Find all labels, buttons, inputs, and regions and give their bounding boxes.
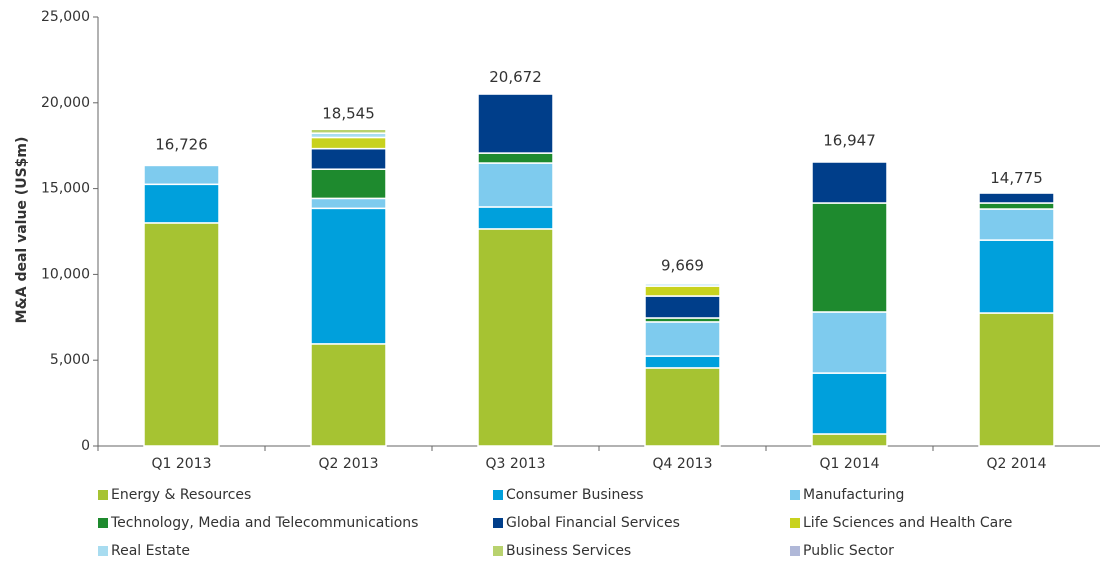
bar-segment bbox=[644, 321, 721, 357]
legend-swatch bbox=[790, 490, 800, 500]
legend-swatch bbox=[493, 546, 503, 556]
y-tick-label: 10,000 bbox=[41, 266, 90, 282]
legend-label: Public Sector bbox=[803, 543, 894, 559]
legend-swatch bbox=[493, 518, 503, 528]
bar-segment bbox=[477, 228, 554, 447]
bar-segment bbox=[978, 239, 1055, 314]
bar-segment bbox=[811, 161, 888, 204]
bar-segment bbox=[644, 285, 721, 297]
legend-label: Real Estate bbox=[111, 543, 190, 559]
bar-segment bbox=[978, 312, 1055, 447]
bar-segment bbox=[310, 207, 387, 345]
bar-segment bbox=[978, 192, 1055, 204]
x-tick-label: Q3 2013 bbox=[485, 456, 545, 472]
bar-segment bbox=[310, 168, 387, 200]
y-axis-label: M&A deal value (US$m) bbox=[14, 137, 30, 324]
bar-segment bbox=[978, 208, 1055, 241]
total-label: 14,775 bbox=[990, 169, 1043, 187]
legend-swatch bbox=[98, 518, 108, 528]
x-tick-label: Q2 2014 bbox=[986, 456, 1046, 472]
bar-segment bbox=[477, 152, 554, 164]
x-tick-label: Q1 2013 bbox=[151, 456, 211, 472]
bar-segment bbox=[143, 164, 220, 186]
y-tick-label: 15,000 bbox=[41, 181, 90, 197]
total-label: 16,726 bbox=[155, 135, 208, 153]
bar-segment bbox=[310, 127, 387, 130]
legend-swatch bbox=[790, 546, 800, 556]
bar-segment bbox=[811, 433, 888, 447]
bar-segment bbox=[644, 355, 721, 369]
legend-label: Life Sciences and Health Care bbox=[803, 515, 1012, 531]
bar-segment bbox=[811, 202, 888, 313]
y-tick-label: 5,000 bbox=[50, 352, 90, 368]
y-tick-label: 0 bbox=[81, 438, 90, 454]
bar-segment bbox=[644, 367, 721, 447]
bar-segment bbox=[143, 183, 220, 224]
bar-segment bbox=[310, 147, 387, 170]
bar-segment bbox=[477, 206, 554, 230]
bar-segment bbox=[477, 93, 554, 154]
total-label: 20,672 bbox=[489, 68, 542, 86]
x-tick-label: Q4 2013 bbox=[652, 456, 712, 472]
bar-segment bbox=[811, 311, 888, 374]
legend-label: Energy & Resources bbox=[111, 487, 251, 503]
y-tick-label: 25,000 bbox=[41, 9, 90, 25]
legend-swatch bbox=[493, 490, 503, 500]
bar-segment bbox=[811, 372, 888, 435]
bar-segment bbox=[978, 202, 1055, 210]
x-tick-label: Q1 2014 bbox=[819, 456, 879, 472]
total-label: 18,545 bbox=[322, 104, 375, 122]
y-tick-label: 20,000 bbox=[41, 95, 90, 111]
bar-segment bbox=[644, 295, 721, 319]
x-tick-label: Q2 2013 bbox=[318, 456, 378, 472]
legend-label: Technology, Media and Telecommunications bbox=[110, 515, 418, 531]
legend-label: Manufacturing bbox=[803, 487, 904, 503]
bar-segment bbox=[644, 283, 721, 287]
bar-segment bbox=[310, 136, 387, 150]
bar-segment bbox=[310, 197, 387, 210]
legend-label: Global Financial Services bbox=[506, 515, 680, 531]
legend-label: Business Services bbox=[506, 543, 631, 559]
total-label: 16,947 bbox=[823, 132, 876, 150]
legend-swatch bbox=[790, 518, 800, 528]
bar-segment bbox=[477, 162, 554, 208]
bar-segment bbox=[143, 222, 220, 447]
legend-swatch bbox=[98, 490, 108, 500]
legend-swatch bbox=[98, 546, 108, 556]
legend-label: Consumer Business bbox=[506, 487, 644, 503]
bar-segment bbox=[310, 343, 387, 447]
total-label: 9,669 bbox=[661, 257, 704, 275]
